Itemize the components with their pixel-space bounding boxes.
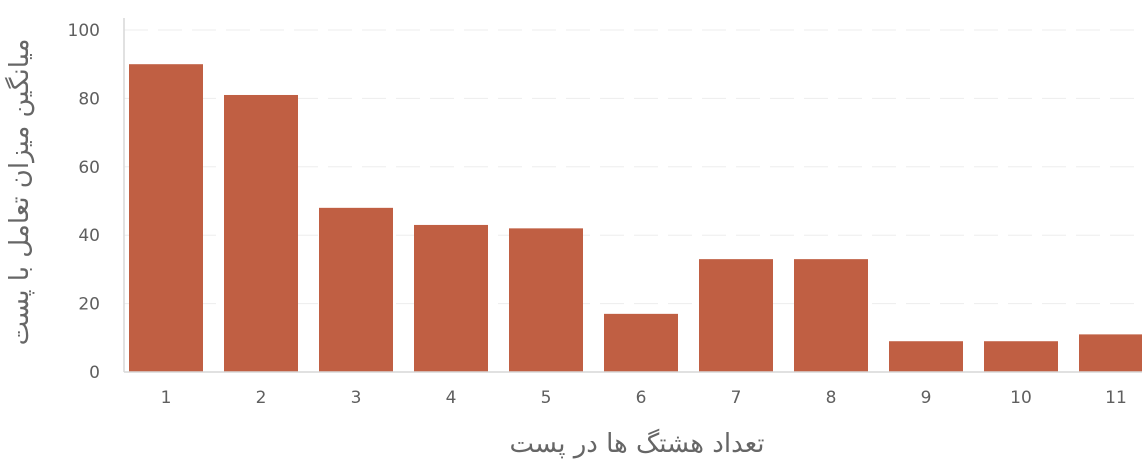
y-tick-label-80: 80 [78,89,100,109]
bar-8 [794,259,868,372]
x-tick-label-11: 11 [1105,388,1127,408]
x-tick-label-3: 3 [351,388,362,408]
x-tick-label-4: 4 [446,388,457,408]
x-tick-label-9: 9 [921,388,932,408]
bar-11 [1079,334,1142,372]
bars [129,64,1142,372]
bar-9 [889,341,963,372]
x-tick-label-8: 8 [826,388,837,408]
y-tick-label-0: 0 [89,363,100,383]
x-tick-label-10: 10 [1010,388,1032,408]
y-tick-label-40: 40 [78,226,100,246]
y-axis-title: میانگین میزان تعامل با پست [4,39,35,346]
x-tick-label-2: 2 [256,388,267,408]
bar-4 [414,224,488,372]
axes [123,18,1142,373]
y-tick-label-60: 60 [78,158,100,178]
x-tick-label-5: 5 [541,388,552,408]
x-tick-label-7: 7 [731,388,742,408]
x-tick-labels: 1 2 3 4 5 6 7 8 9 10 11 [161,388,1127,408]
bar-10 [984,341,1058,372]
bar-3 [319,207,393,372]
bar-2 [224,94,298,372]
x-tick-label-1: 1 [161,388,172,408]
x-axis-title: تعداد هشتگ ها در پست [509,428,764,459]
bar-6 [604,313,678,372]
y-tick-label-100: 100 [68,21,100,41]
bar-5 [509,228,583,372]
bar-1 [129,64,203,372]
y-tick-label-20: 20 [78,295,100,315]
bar-7 [699,259,773,372]
y-tick-labels: 0 20 40 60 80 100 [68,21,100,383]
x-tick-label-6: 6 [636,388,647,408]
